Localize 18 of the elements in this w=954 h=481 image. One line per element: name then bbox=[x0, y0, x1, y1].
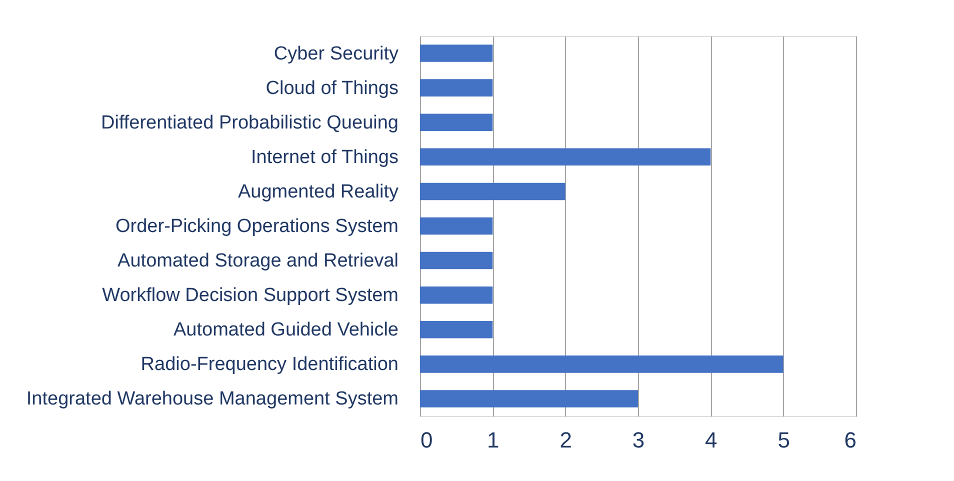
y-tick-label: Order-Picking Operations System bbox=[116, 216, 398, 237]
x-tick-label: 6 bbox=[844, 428, 856, 452]
y-tick-label: Internet of Things bbox=[250, 146, 398, 168]
y-tick-label: Workflow Decision Support System bbox=[102, 285, 398, 306]
y-tick-label: Differentiated Probabilistic Queuing bbox=[101, 112, 398, 134]
x-tick-label: 0 bbox=[420, 428, 433, 452]
y-tick-label: Cyber Security bbox=[274, 43, 399, 64]
x-tick-label: 1 bbox=[487, 428, 500, 452]
y-tick-label: Augmented Reality bbox=[238, 181, 399, 202]
y-tick-label: Radio-Frequency Identification bbox=[140, 354, 398, 376]
y-tick-label: Cloud of Things bbox=[266, 78, 398, 99]
y-tick-label: Automated Guided Vehicle bbox=[174, 320, 398, 341]
y-tick-label: Automated Storage and Retrieval bbox=[118, 250, 398, 272]
x-tick-label: 2 bbox=[560, 428, 572, 452]
x-tick-label: 5 bbox=[778, 428, 790, 452]
x-tick-label: 4 bbox=[705, 428, 718, 452]
x-tick-label: 3 bbox=[632, 428, 645, 452]
y-tick-label: Integrated Warehouse Management System bbox=[26, 388, 398, 410]
